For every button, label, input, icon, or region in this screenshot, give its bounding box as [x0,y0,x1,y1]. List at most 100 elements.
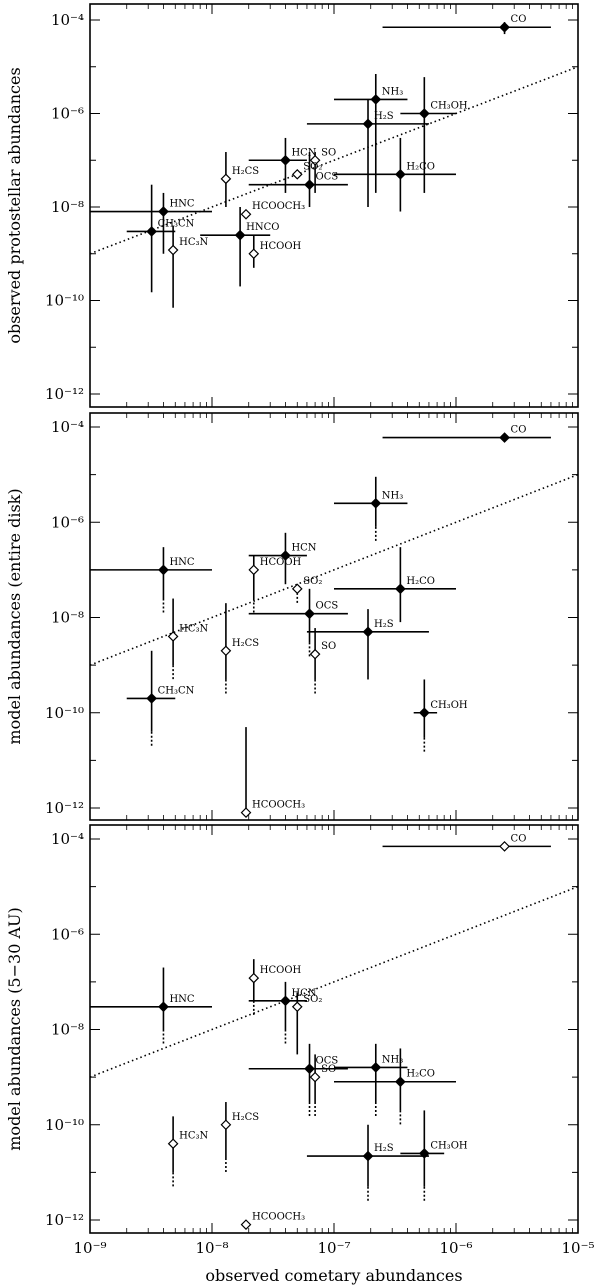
diamond-marker [240,208,252,220]
data-point: HNCO [200,207,279,287]
point-label: H₂S [374,111,394,122]
point-label: HCN [291,543,316,554]
point-label: H₂S [374,619,394,630]
diamond-marker [395,168,406,180]
diamond-marker [146,226,157,237]
point-label: NH₃ [382,86,403,97]
y-tick-label: 10⁻¹² [45,1211,84,1229]
diamond-marker [304,179,315,191]
point-label: H₂CO [406,161,435,172]
diamond-marker [240,1219,252,1230]
point-label: CO [511,14,527,25]
data-point: H₂CO [334,137,456,212]
y-tick-label: 10⁻⁸ [51,609,84,627]
data-point: HCOOCH₃ [240,727,305,818]
diamond-marker [280,154,291,166]
y-tick-label: 10⁻¹⁰ [45,1116,84,1134]
point-label: H₂S [374,1143,394,1154]
x-tick-label: 10⁻⁷ [317,1239,350,1257]
point-label: SO₂ [303,161,322,172]
data-point: H₂CS [220,603,259,696]
point-label: CO [511,425,527,436]
data-point: CO [382,833,551,852]
point-label: SO [321,641,336,652]
point-label: CH₃OH [430,700,468,711]
diamond-marker [146,693,157,704]
diamond-marker [158,1001,169,1013]
data-point: HNC [90,967,212,1046]
point-label: CO [511,833,527,844]
data-point: H₂CS [220,1102,259,1175]
diamond-marker [395,1076,406,1088]
data-point: CH₃CN [126,184,195,293]
diamond-marker [499,432,510,443]
point-label: HNCO [246,222,279,233]
point-label: OCS [316,601,339,612]
data-point: SO [309,1054,336,1119]
y-axis-label: observed protostellar abundances [5,67,24,343]
y-tick-label: 10⁻⁴ [51,418,84,436]
data-point: H₂CS [220,152,259,207]
point-label: H₂CO [406,1069,435,1080]
data-point: H₂CO [334,547,456,623]
y-tick-label: 10⁻⁸ [51,1021,84,1039]
point-label: SO₂ [303,576,322,587]
data-point: HCOOCH₃ [240,1212,305,1230]
y-tick-label: 10⁻⁶ [51,925,84,943]
diamond-marker [304,608,315,620]
x-tick-label: 10⁻⁸ [195,1239,228,1257]
data-point: CH₃OH [413,679,468,754]
diamond-marker [158,206,169,217]
diamond-marker [220,1119,232,1131]
data-point: CH₃OH [400,77,468,193]
data-point: CH₃CN [126,650,195,748]
point-label: CH₃CN [158,218,195,229]
point-label: HCN [291,147,316,158]
x-tick-label: 10⁻⁶ [439,1239,472,1257]
point-label: CH₃OH [430,101,468,112]
data-point: NH₃ [334,73,408,193]
panel-2: 10⁻⁴ 10⁻⁶ 10⁻⁸ 10⁻¹⁰ 10⁻¹² model abundances (… [5,412,579,821]
panel-3: 10⁻⁴ 10⁻⁶ 10⁻⁸ 10⁻¹⁰ 10⁻¹² model abundances (… [5,824,579,1234]
diamond-marker [418,108,430,119]
point-label: HCN [291,988,316,999]
data-point: NH₃ [334,1043,408,1119]
diamond-marker [309,648,321,660]
point-label: CH₃CN [158,685,195,696]
y-tick-label: 10⁻⁴ [51,830,84,848]
data-point: SO₂ [291,576,322,605]
point-label: HC₃N [179,237,208,248]
diamond-marker [280,995,291,1007]
reference-line [90,66,578,255]
y-axis-label: model abundances (5−30 AU) [5,907,24,1150]
diamond-marker [291,168,303,180]
diamond-marker [220,173,232,185]
y-tick-label: 10⁻⁶ [51,105,84,123]
data-point: HCN [248,981,317,1046]
data-point: CO [382,14,551,35]
x-tick-label: 10⁻⁵ [561,1239,594,1257]
y-tick-label: 10⁻¹⁰ [45,704,84,722]
diamond-marker [370,497,382,509]
reference-line [90,473,578,666]
data-point: SO [309,628,336,696]
y-tick-label: 10⁻¹² [45,385,84,403]
data-point: OCS [248,152,348,207]
data-point: HC₃N [167,1116,208,1189]
y-tick-label: 10⁻¹⁰ [45,292,84,310]
point-label: SO [321,1064,336,1075]
diamond-marker [248,564,260,576]
data-point: SO₂ [291,992,322,1055]
data-point: H₂S [306,99,429,207]
diamond-marker [167,244,179,256]
data-point: SO₂ [291,161,322,180]
diamond-marker [362,1150,374,1162]
diamond-marker [234,229,246,241]
data-point: H₂S [306,609,429,680]
diamond-marker [167,631,179,642]
point-label: NH₃ [382,1054,403,1065]
point-label: H₂CS [232,638,259,649]
point-label: HC₃N [179,1131,208,1142]
diamond-marker [291,1001,303,1013]
plot-area: CO NH₃ HCN SO₂ HNC HCOOH H₂CO OCS H₂S SO HC₃N H₂CS C… [90,425,578,818]
